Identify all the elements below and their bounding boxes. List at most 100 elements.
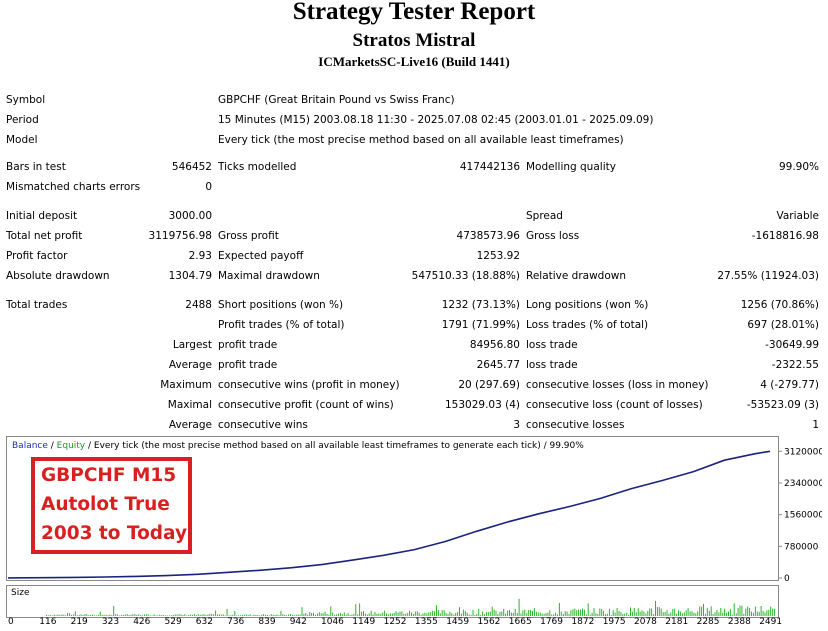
size-bar <box>624 613 626 616</box>
rel-drawdown-label: Relative drawdown <box>526 270 627 282</box>
size-bar <box>228 615 230 616</box>
size-bar <box>582 608 583 616</box>
size-bar <box>192 614 193 616</box>
size-bar <box>524 609 526 616</box>
size-bar <box>74 611 76 616</box>
size-bar <box>530 610 532 616</box>
size-bar <box>482 611 484 616</box>
size-bar <box>447 614 449 616</box>
size-bar <box>601 608 603 616</box>
size-bar <box>666 610 668 616</box>
size-bar <box>614 612 616 616</box>
average-label: Average <box>168 359 212 371</box>
size-bar <box>509 609 510 616</box>
x-tick-label: 839 <box>258 617 276 627</box>
size-bar <box>772 608 774 616</box>
size-bar <box>197 614 199 616</box>
size-bar <box>207 614 209 616</box>
deposit-value: 3000.00 <box>168 210 212 222</box>
size-bar <box>261 614 263 616</box>
maximal-cons-loss-label: consecutive loss (count of losses) <box>526 399 703 411</box>
x-tick-label: 942 <box>289 617 307 627</box>
size-bar <box>484 614 485 616</box>
size-bar <box>349 615 351 616</box>
size-bar <box>222 614 224 616</box>
avg-profit-value: 2645.77 <box>476 359 520 371</box>
size-bar <box>211 614 213 616</box>
size-bar <box>188 615 190 616</box>
size-bar <box>701 606 703 616</box>
size-bar <box>691 611 693 616</box>
size-bar <box>762 610 764 616</box>
size-bar <box>476 613 478 616</box>
size-bar <box>714 612 716 616</box>
size-bar <box>190 614 192 616</box>
size-bar <box>218 614 220 616</box>
size-bar <box>236 615 238 616</box>
y-tick-label: 1560000 <box>784 511 822 521</box>
size-bar <box>658 607 660 616</box>
size-bar <box>243 614 245 616</box>
size-bar <box>307 614 309 616</box>
size-bar <box>382 612 384 616</box>
mismatch-value: 0 <box>205 181 212 193</box>
size-bar <box>670 612 672 616</box>
size-bar <box>386 613 387 616</box>
size-bar <box>126 614 128 616</box>
size-bar <box>726 612 728 616</box>
size-bar <box>585 614 587 616</box>
size-bar <box>685 610 687 616</box>
size-bar <box>645 613 647 616</box>
size-bar <box>215 610 217 616</box>
size-bar <box>572 609 574 616</box>
size-bar <box>430 612 432 616</box>
size-bar <box>180 614 182 616</box>
size-bar <box>59 614 61 616</box>
size-bar <box>61 614 63 616</box>
size-bar <box>257 615 259 616</box>
size-bar <box>697 611 699 616</box>
size-bar <box>355 604 357 616</box>
size-bar <box>760 606 762 616</box>
size-bar <box>445 612 447 616</box>
model-label: Model <box>6 134 38 146</box>
size-bar <box>117 614 119 616</box>
gross-profit-label: Gross profit <box>218 230 279 242</box>
ticks-label: Ticks modelled <box>218 161 297 173</box>
size-bar <box>151 615 153 616</box>
size-bar <box>193 614 195 616</box>
size-bar <box>756 611 758 616</box>
size-bar <box>626 612 628 616</box>
size-bar <box>616 608 618 616</box>
size-bar <box>213 614 215 616</box>
size-bar <box>241 615 243 616</box>
largest-loss-value: -30649.99 <box>765 339 819 351</box>
size-bar <box>378 613 380 616</box>
size-bar <box>291 615 293 616</box>
size-bar <box>144 614 145 616</box>
size-bar <box>562 614 564 616</box>
size-bar <box>553 614 555 616</box>
size-bar <box>71 614 72 616</box>
size-bar <box>305 613 307 616</box>
maximal-cons-loss-value: -53523.09 (3) <box>746 399 819 411</box>
report-title: Strategy Tester Report <box>292 0 536 25</box>
size-bar <box>606 613 608 616</box>
bars-label: Bars in test <box>6 161 66 173</box>
size-bar <box>507 610 509 616</box>
maximal-cons-profit-label: consecutive profit (count of wins) <box>218 399 394 411</box>
size-bars <box>46 598 776 616</box>
size-bar <box>268 615 270 616</box>
size-bar <box>741 605 743 616</box>
size-bar <box>722 612 724 616</box>
size-bar <box>92 614 94 616</box>
expected-payoff-value: 1253.92 <box>476 250 520 262</box>
profit-factor-label: Profit factor <box>6 250 68 262</box>
short-positions-label: Short positions (won %) <box>218 299 344 311</box>
size-bar <box>749 608 751 616</box>
size-bar <box>372 614 374 616</box>
size-bar <box>716 610 718 616</box>
size-bar <box>67 613 69 616</box>
size-bar <box>49 614 51 616</box>
size-bar <box>532 611 533 616</box>
